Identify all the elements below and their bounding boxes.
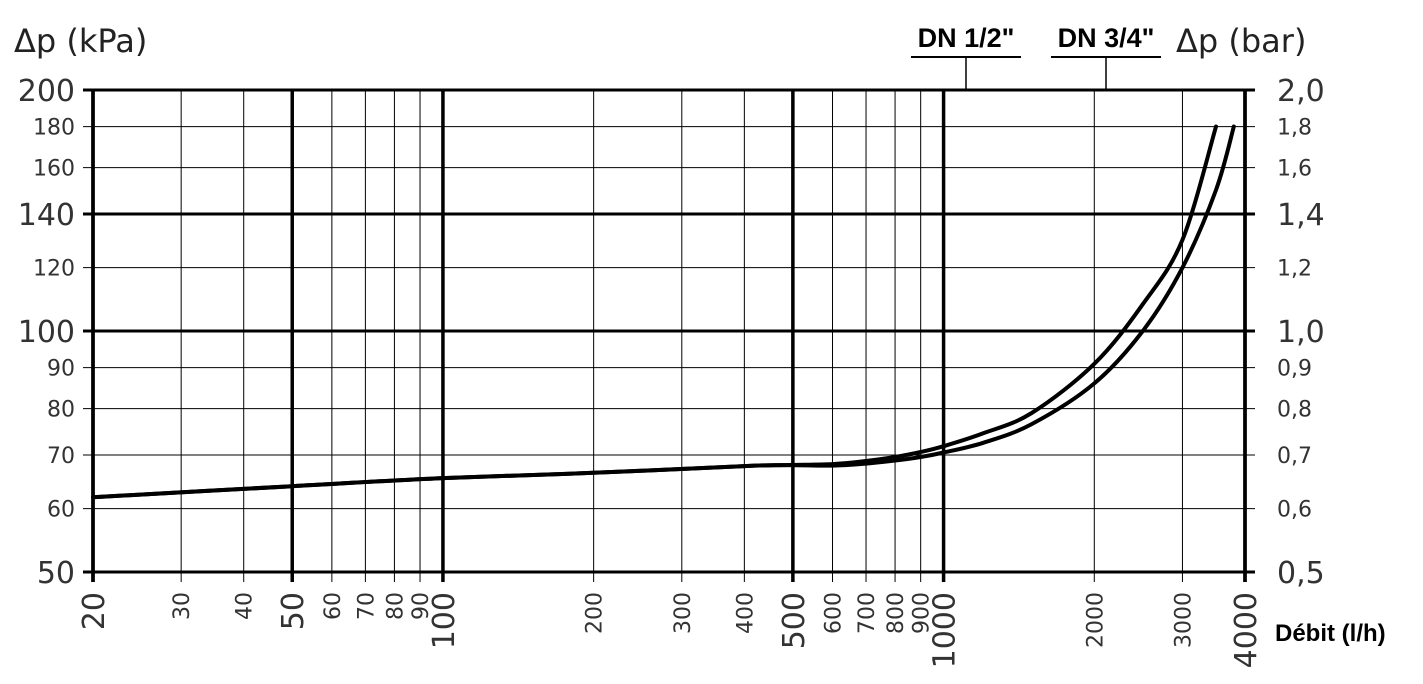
y-right-tick-label: 1,4 — [1277, 198, 1325, 233]
series-curves — [91, 124, 1236, 500]
grid — [83, 88, 1255, 582]
x-tick-label: 20 — [77, 592, 112, 630]
y-left-tick-label: 160 — [33, 157, 75, 182]
x-tick-label: 40 — [233, 592, 258, 620]
series-line-1 — [91, 124, 1218, 500]
x-tick-label: 1000 — [928, 592, 963, 668]
y-left-tick-label: 80 — [47, 398, 75, 423]
series-line-2 — [91, 124, 1236, 500]
x-tick-label: 400 — [733, 592, 758, 634]
y-left-tick-label: 200 — [18, 74, 75, 109]
series-label-1: DN 1/2" — [918, 23, 1015, 53]
y-left-tick-label: 50 — [37, 556, 75, 591]
left-axis-title: Δp (kPa) — [14, 22, 147, 60]
x-tick-label: 90 — [409, 592, 434, 620]
x-tick-label: 600 — [822, 592, 847, 634]
y-right-tick-label: 1,8 — [1277, 116, 1312, 141]
x-tick-label: 300 — [671, 592, 696, 634]
x-tick-label: 70 — [354, 592, 379, 620]
right-y-tick-labels: 2,0 1,8 1,6 1,4 1,2 1,0 0,9 0,8 0,7 0,6 0,5 — [1277, 74, 1325, 591]
x-tick-label: 60 — [321, 592, 346, 620]
y-left-tick-label: 140 — [18, 198, 75, 233]
y-right-tick-label: 1,2 — [1277, 257, 1312, 282]
y-right-tick-label: 0,5 — [1277, 556, 1325, 591]
x-tick-label: 500 — [777, 592, 812, 649]
y-left-tick-label: 70 — [47, 444, 75, 469]
x-tick-label: 200 — [583, 592, 608, 634]
series-label-2: DN 3/4" — [1058, 23, 1155, 53]
y-left-tick-label: 60 — [47, 498, 75, 523]
x-tick-label: 50 — [276, 592, 311, 630]
y-left-tick-label: 120 — [33, 257, 75, 282]
left-y-tick-labels: 200 180 160 140 120 100 90 80 70 60 50 — [18, 74, 75, 591]
y-left-tick-label: 100 — [18, 315, 75, 350]
x-tick-label: 800 — [884, 592, 909, 634]
x-tick-label: 900 — [910, 592, 935, 634]
x-tick-label: 80 — [383, 592, 408, 620]
right-axis-title: Δp (bar) — [1176, 22, 1306, 60]
y-left-tick-label: 180 — [33, 116, 75, 141]
x-tick-label: 3000 — [1171, 592, 1196, 648]
x-tick-label: 4000 — [1229, 592, 1264, 668]
y-right-tick-label: 1,6 — [1277, 157, 1312, 182]
x-axis-label: Débit (l/h) — [1275, 620, 1386, 647]
x-tick-label: 2000 — [1083, 592, 1108, 648]
y-right-tick-label: 0,8 — [1277, 398, 1312, 423]
series-labels: DN 1/2" DN 3/4" — [911, 23, 1161, 90]
y-right-tick-label: 2,0 — [1277, 74, 1325, 109]
y-right-tick-label: 0,6 — [1277, 498, 1312, 523]
y-left-tick-label: 90 — [47, 357, 75, 382]
y-right-tick-label: 0,7 — [1277, 444, 1312, 469]
x-tick-label: 700 — [855, 592, 880, 634]
y-right-tick-label: 0,9 — [1277, 357, 1312, 382]
y-right-tick-label: 1,0 — [1277, 315, 1325, 350]
x-tick-label: 30 — [170, 592, 195, 620]
x-tick-label: 100 — [427, 592, 462, 649]
